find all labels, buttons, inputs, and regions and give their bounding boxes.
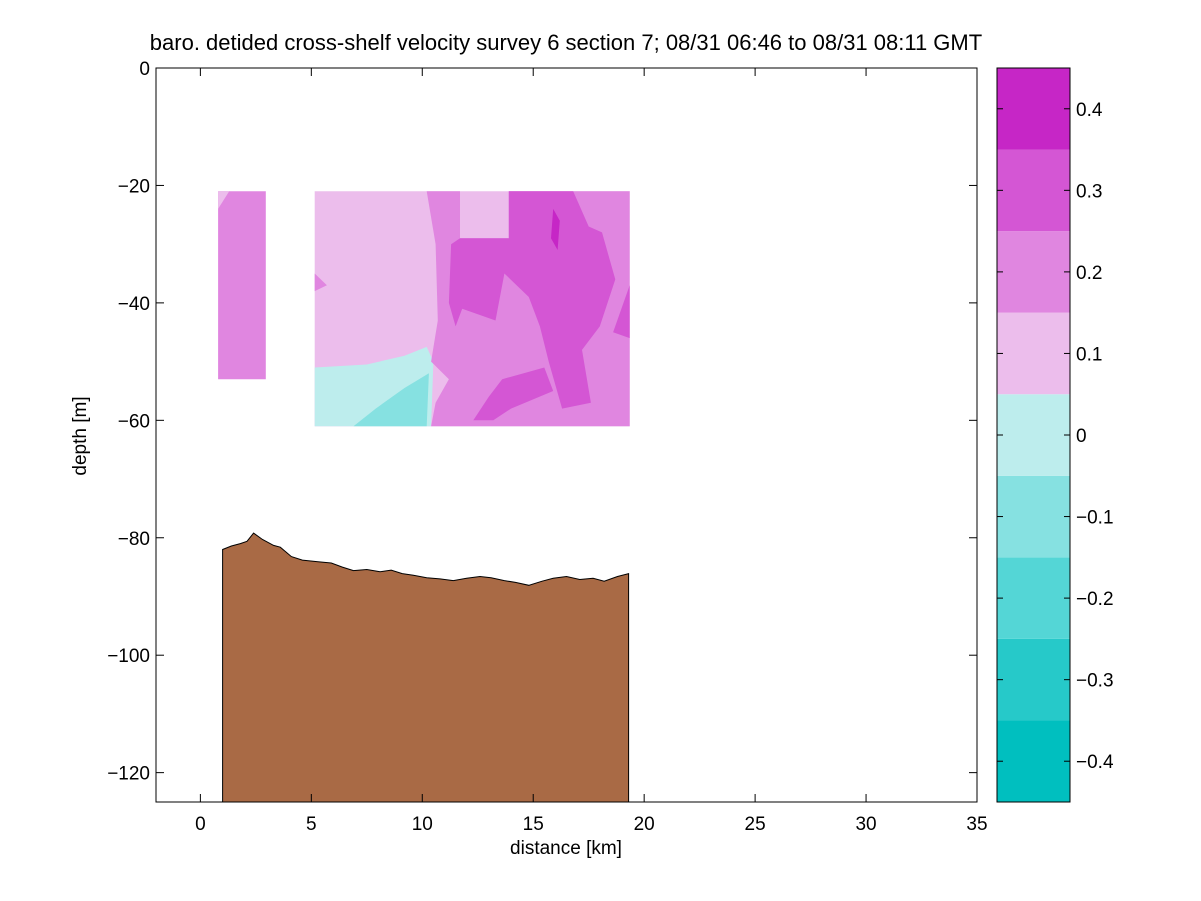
x-tick-label: 25 xyxy=(745,814,766,835)
colorbar-band xyxy=(997,312,1070,395)
colorbar-tick-label: −0.4 xyxy=(1076,752,1114,773)
velocity-region xyxy=(551,208,560,250)
colorbar-band xyxy=(997,149,1070,232)
velocity-region xyxy=(218,191,266,380)
colorbar-band xyxy=(997,394,1070,476)
x-tick-label: 5 xyxy=(306,814,317,835)
colorbar-tick-label: 0 xyxy=(1076,426,1087,447)
velocity-region xyxy=(473,367,554,421)
y-axis-ticks: 0 −20 −40 −60 −80 −100 −120 xyxy=(107,59,977,785)
colorbar-band xyxy=(997,720,1070,802)
colorbar-ticks: 0.4 0.3 0.2 0.1 0 −0.1 −0.2 −0.3 −0.4 xyxy=(997,100,1114,773)
x-tick-label: 0 xyxy=(195,814,206,835)
velocity-contours xyxy=(218,191,630,427)
y-tick-label: −40 xyxy=(118,294,150,315)
velocity-region xyxy=(314,273,327,292)
chart-title: baro. detided cross-shelf velocity surve… xyxy=(150,30,982,55)
y-tick-label: −20 xyxy=(118,176,150,197)
colorbar-band xyxy=(997,638,1070,721)
colorbar-band xyxy=(997,68,1070,150)
plot-frame xyxy=(155,67,978,803)
velocity-region xyxy=(218,191,230,209)
x-tick-label: 10 xyxy=(412,814,433,835)
y-tick-label: 0 xyxy=(139,59,150,80)
colorbar-tick-label: 0.2 xyxy=(1076,263,1102,284)
x-tick-label: 35 xyxy=(966,814,987,835)
velocity-region xyxy=(448,191,616,409)
colorbar-tick-label: 0.1 xyxy=(1076,344,1102,365)
y-tick-label: −120 xyxy=(107,764,150,785)
x-tick-label: 15 xyxy=(523,814,544,835)
x-tick-label: 30 xyxy=(855,814,876,835)
colorbar-band xyxy=(997,557,1070,639)
colorbar-tick-label: 0.4 xyxy=(1076,100,1103,121)
y-axis-label: depth [m] xyxy=(70,396,91,475)
colorbar-bands xyxy=(997,68,1070,802)
y-tick-label: −80 xyxy=(118,529,150,550)
x-axis-ticks: 0 5 10 15 20 25 30 35 xyxy=(195,68,988,835)
colorbar: 0.4 0.3 0.2 0.1 0 −0.1 −0.2 −0.3 −0.4 xyxy=(996,67,1114,803)
plot-area: 0 5 10 15 20 25 30 35 0 −20 −40 −60 −80 −100 −120 xyxy=(107,59,987,835)
y-tick-label: −100 xyxy=(107,646,150,667)
colorbar-band xyxy=(997,231,1070,313)
colorbar-tick-label: −0.3 xyxy=(1076,671,1114,692)
x-axis-label: distance [km] xyxy=(510,838,622,859)
velocity-region xyxy=(353,373,429,427)
bathymetry-bottom xyxy=(222,532,630,803)
velocity-region xyxy=(613,285,630,339)
y-tick-label: −60 xyxy=(118,411,150,432)
x-tick-label: 20 xyxy=(634,814,655,835)
colorbar-band xyxy=(997,475,1070,558)
colorbar-tick-label: 0.3 xyxy=(1076,181,1102,202)
colorbar-tick-label: −0.1 xyxy=(1076,508,1114,529)
colorbar-tick-label: −0.2 xyxy=(1076,589,1114,610)
